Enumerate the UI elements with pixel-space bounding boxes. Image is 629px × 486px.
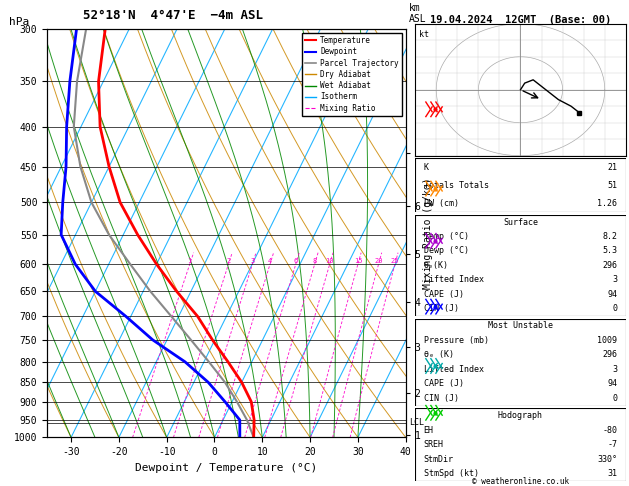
Text: hPa: hPa — [9, 17, 30, 27]
Text: CIN (J): CIN (J) — [423, 394, 459, 403]
Text: 1009: 1009 — [598, 336, 618, 345]
Text: CAPE (J): CAPE (J) — [423, 380, 464, 388]
Text: Lifted Index: Lifted Index — [423, 365, 484, 374]
Text: Surface: Surface — [503, 218, 538, 226]
Y-axis label: Mixing Ratio (g/kg): Mixing Ratio (g/kg) — [423, 177, 433, 289]
Text: 1: 1 — [187, 258, 192, 264]
Text: CIN (J): CIN (J) — [423, 304, 459, 313]
Text: K: K — [423, 163, 428, 172]
Text: SREH: SREH — [423, 440, 443, 449]
Text: 3: 3 — [613, 365, 618, 374]
Text: LCL: LCL — [409, 418, 425, 427]
Text: km
ASL: km ASL — [409, 3, 426, 24]
Text: 4: 4 — [268, 258, 272, 264]
Text: 51: 51 — [608, 181, 618, 190]
Text: CAPE (J): CAPE (J) — [423, 290, 464, 299]
Text: -80: -80 — [603, 426, 618, 434]
Text: 8: 8 — [313, 258, 317, 264]
Text: Most Unstable: Most Unstable — [488, 321, 553, 330]
Text: -7: -7 — [608, 440, 618, 449]
Text: 10: 10 — [325, 258, 334, 264]
Text: 296: 296 — [603, 350, 618, 360]
Text: Lifted Index: Lifted Index — [423, 276, 484, 284]
Text: Totals Totals: Totals Totals — [423, 181, 489, 190]
Text: 94: 94 — [608, 380, 618, 388]
X-axis label: Dewpoint / Temperature (°C): Dewpoint / Temperature (°C) — [135, 463, 318, 473]
Text: Dewp (°C): Dewp (°C) — [423, 246, 469, 256]
Text: © weatheronline.co.uk: © weatheronline.co.uk — [472, 477, 569, 486]
Text: Hodograph: Hodograph — [498, 411, 543, 420]
Text: 3: 3 — [250, 258, 255, 264]
Text: 3: 3 — [613, 276, 618, 284]
Text: θₑ(K): θₑ(K) — [423, 261, 448, 270]
Text: 1.26: 1.26 — [598, 199, 618, 208]
Text: kt: kt — [420, 30, 430, 39]
Text: 31: 31 — [608, 469, 618, 479]
Text: PW (cm): PW (cm) — [423, 199, 459, 208]
Text: 8.2: 8.2 — [603, 232, 618, 241]
Text: 20: 20 — [374, 258, 383, 264]
Text: Temp (°C): Temp (°C) — [423, 232, 469, 241]
Text: 2: 2 — [226, 258, 231, 264]
Text: StmSpd (kt): StmSpd (kt) — [423, 469, 479, 479]
Text: EH: EH — [423, 426, 433, 434]
Text: 21: 21 — [608, 163, 618, 172]
Text: 6: 6 — [294, 258, 298, 264]
Legend: Temperature, Dewpoint, Parcel Trajectory, Dry Adiabat, Wet Adiabat, Isotherm, Mi: Temperature, Dewpoint, Parcel Trajectory… — [302, 33, 402, 116]
Text: 25: 25 — [391, 258, 399, 264]
Text: 0: 0 — [613, 394, 618, 403]
Text: StmDir: StmDir — [423, 455, 454, 464]
Text: Pressure (mb): Pressure (mb) — [423, 336, 489, 345]
Text: 94: 94 — [608, 290, 618, 299]
Text: 15: 15 — [353, 258, 362, 264]
Text: θₑ (K): θₑ (K) — [423, 350, 454, 360]
Text: 0: 0 — [613, 304, 618, 313]
Text: 19.04.2024  12GMT  (Base: 00): 19.04.2024 12GMT (Base: 00) — [430, 15, 611, 25]
Text: 52°18'N  4°47'E  −4m ASL: 52°18'N 4°47'E −4m ASL — [82, 9, 263, 22]
Text: 5.3: 5.3 — [603, 246, 618, 256]
Text: 296: 296 — [603, 261, 618, 270]
Text: 330°: 330° — [598, 455, 618, 464]
